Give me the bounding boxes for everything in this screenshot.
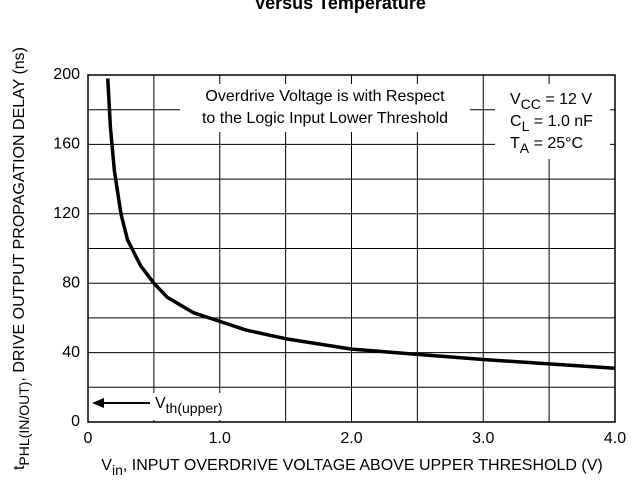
arrow-head: [92, 398, 104, 408]
annotation: TA = 25°C: [510, 135, 583, 155]
annotation-main: V: [155, 395, 166, 412]
x-axis-label-sub: in: [112, 462, 123, 478]
annotation: VCC = 12 V: [510, 91, 592, 111]
y-tick-label: 200: [53, 66, 80, 83]
annotation: CL = 1.0 nF: [510, 113, 593, 133]
x-tick-label: 4.0: [604, 430, 626, 447]
note-background: [180, 84, 470, 132]
y-tick-label: 80: [62, 274, 80, 291]
annotation: Overdrive Voltage is with Respect: [205, 88, 445, 105]
annotation: Vth(upper): [155, 395, 222, 415]
data-line: [106, 78, 616, 370]
annotation-main: V: [510, 91, 521, 108]
annotation-rest: = 12 V: [541, 91, 592, 108]
x-axis-label-main: V: [101, 457, 112, 474]
x-axis-label-rest: , INPUT OVERDRIVE VOLTAGE ABOVE UPPER TH…: [123, 457, 603, 474]
x-tick-label: 0: [84, 430, 93, 447]
chart-title: Versus Temperature: [254, 0, 426, 13]
x-tick-label: 1.0: [209, 430, 231, 447]
y-tick-label: 0: [71, 413, 80, 430]
annotation-sub: A: [520, 140, 530, 156]
annotation-sub: CC: [521, 96, 541, 112]
arrow-label-background: [152, 393, 250, 420]
conditions-background: [495, 84, 610, 159]
y-axis-label-sub: PHL(IN/OUT): [16, 382, 32, 466]
y-tick-label: 160: [53, 136, 80, 153]
annotation-rest: = 25°C: [529, 135, 583, 152]
annotation-sub: L: [522, 118, 530, 134]
y-axis-label: tPHL(IN/OUT), DRIVE OUTPUT PROPAGATION D…: [11, 47, 31, 470]
y-axis-label-main: t: [11, 465, 28, 470]
y-tick-label: 120: [53, 205, 80, 222]
annotation-sub: th(upper): [166, 400, 223, 416]
x-tick-label: 3.0: [472, 430, 494, 447]
x-axis-label: Vin, INPUT OVERDRIVE VOLTAGE ABOVE UPPER…: [101, 457, 602, 477]
annotation-main: C: [510, 113, 522, 130]
annotation-rest: = 1.0 nF: [529, 113, 593, 130]
y-axis-label-rest: , DRIVE OUTPUT PROPAGATION DELAY (ns): [11, 47, 28, 382]
x-tick-label: 2.0: [340, 430, 362, 447]
y-tick-label: 40: [62, 344, 80, 361]
annotation: to the Logic Input Lower Threshold: [202, 110, 448, 127]
annotation-main: T: [510, 135, 520, 152]
